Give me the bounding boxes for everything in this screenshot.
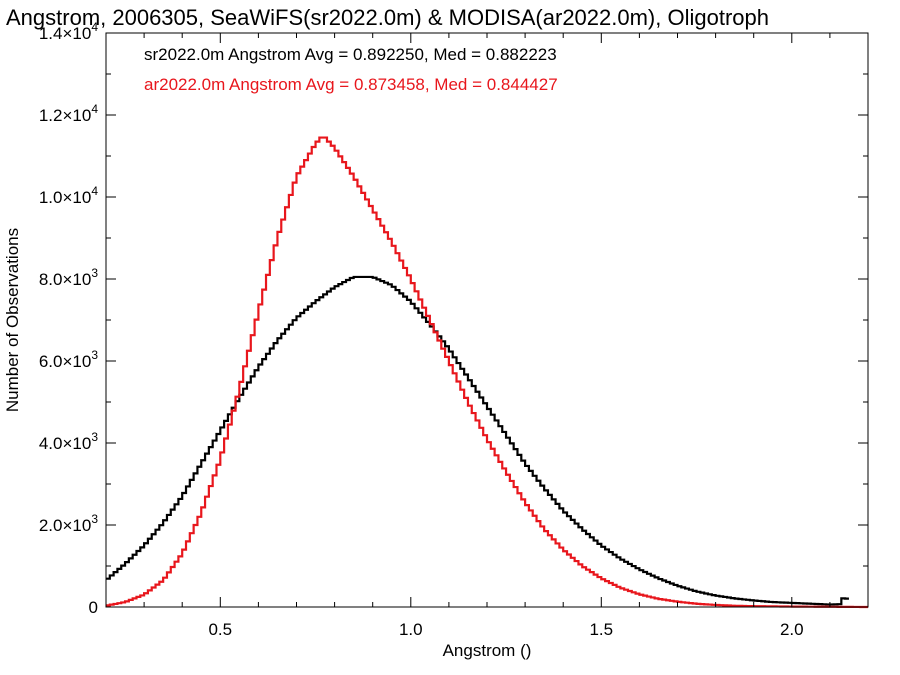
x-tick-label: 1.0 (399, 620, 423, 639)
y-tick-label: 1.4×104 (39, 20, 98, 43)
x-tick-label: 0.5 (208, 620, 232, 639)
y-tick-label: 1.2×104 (39, 102, 98, 125)
axis-layer: 0.5 1.0 1.5 2.0 0 2.0×103 4.0×103 6.0×103 8.0×10… (39, 20, 869, 639)
series-layer (106, 136, 868, 609)
x-axis-label: Angstrom () (443, 641, 532, 660)
y-tick-label: 8.0×103 (39, 266, 98, 289)
y-tick-label: 1.0×104 (39, 184, 98, 207)
y-tick-label: 6.0×103 (39, 348, 98, 371)
y-tick-label: 4.0×103 (39, 430, 98, 453)
y-tick-label: 0 (89, 598, 98, 617)
chart-title: Angstrom, 2006305, SeaWiFS(sr2022.0m) & … (6, 5, 769, 30)
legend-entry-ar: ar2022.0m Angstrom Avg = 0.873458, Med =… (144, 75, 558, 94)
y-axis-label: Number of Observations (3, 228, 22, 412)
x-tick-label: 1.5 (589, 620, 613, 639)
y-tick-label: 2.0×103 (39, 512, 98, 535)
legend-entry-sr: sr2022.0m Angstrom Avg = 0.892250, Med =… (144, 45, 557, 64)
x-tick-label: 2.0 (780, 620, 804, 639)
series-line-ar2022.0m (106, 136, 868, 609)
series-line-sr2022.0m (106, 275, 849, 606)
